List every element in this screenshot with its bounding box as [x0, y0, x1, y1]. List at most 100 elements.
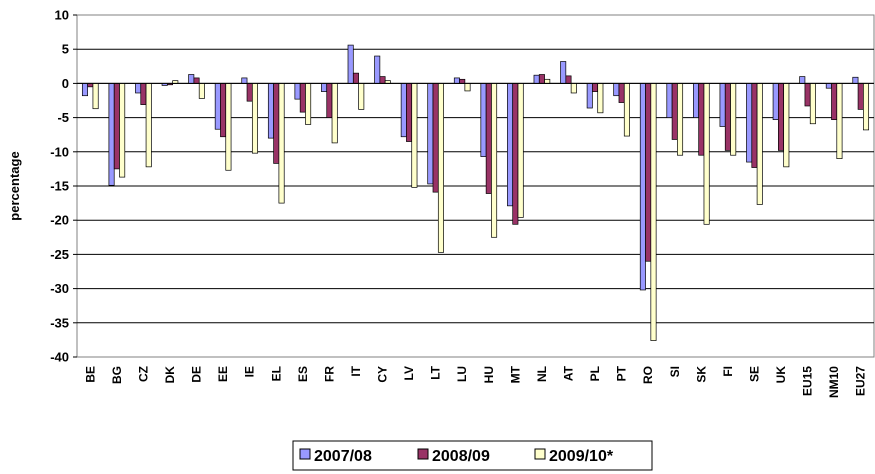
bar-ro-2: [650, 83, 657, 341]
bar-pt-0: [613, 83, 620, 97]
bar-cy-0: [374, 55, 381, 84]
bar-nm10-0: [825, 83, 832, 89]
bar-eu27-2: [863, 83, 870, 131]
bar-pl-2: [597, 83, 604, 114]
bar-ie-0: [241, 77, 248, 84]
bar-fi-2: [730, 83, 737, 156]
bar-lv-2: [411, 83, 418, 188]
bar-ro-0: [639, 83, 646, 291]
y-tick-label: 10: [55, 8, 69, 23]
bar-de-2: [198, 83, 205, 99]
x-tick-label: NM10: [827, 366, 841, 398]
x-tick-label: MT: [508, 365, 522, 383]
bar-hu-1: [485, 83, 492, 194]
bar-be-2: [92, 83, 99, 110]
x-tick-label: PT: [615, 365, 629, 381]
x-tick-label: IT: [349, 365, 363, 376]
bar-nl-1: [538, 74, 545, 84]
bar-fr-2: [331, 83, 338, 144]
y-tick-label: -10: [50, 144, 69, 159]
x-tick-label: NL: [535, 366, 549, 382]
bar-pl-1: [592, 83, 599, 92]
x-tick-label: HU: [482, 366, 496, 383]
y-tick-label: -15: [50, 179, 69, 194]
x-tick-label: FI: [721, 366, 735, 377]
x-tick-label: BG: [110, 366, 124, 384]
bar-se-2: [756, 83, 763, 205]
x-tick-label: SI: [668, 366, 682, 377]
bar-mt-2: [517, 83, 524, 218]
x-tick-label: DK: [163, 366, 177, 384]
bar-se-0: [746, 83, 753, 163]
x-tick-label: CZ: [136, 366, 150, 382]
x-axis-labels: BE BG CZ DK DE EE IE EL ES FR IT CY LV LT LU HU MT NL AT PL…: [83, 365, 867, 398]
bar-uk-0: [772, 83, 779, 121]
x-tick-label: FR: [322, 366, 336, 382]
y-tick-label: 5: [62, 42, 69, 57]
bar-de-0: [188, 74, 195, 84]
bar-lv-0: [400, 83, 407, 138]
bar-hu-0: [480, 83, 487, 157]
bar-lu-2: [464, 83, 471, 92]
bar-nm10-1: [831, 83, 838, 121]
bar-cz-0: [135, 83, 142, 94]
bar-ro-1: [645, 83, 652, 262]
bar-si-1: [671, 83, 678, 140]
bar-bg-0: [108, 83, 115, 186]
bar-lu-0: [453, 77, 460, 84]
legend-swatch: [534, 448, 546, 460]
y-tick-label: -40: [50, 350, 69, 365]
bar-mt-0: [507, 83, 514, 207]
bar-nm10-2: [836, 83, 843, 159]
bar-pl-0: [586, 83, 593, 109]
legend-label: 2007/08: [314, 448, 372, 465]
y-axis-ticks: 10 5 0 -5 -10 -15 -20 -25 -30 -35 -40: [50, 8, 77, 365]
bar-es-0: [294, 83, 301, 100]
bar-nl-2: [544, 78, 551, 84]
legend-label: 2009/10*: [549, 448, 614, 465]
bar-be-1: [87, 83, 94, 88]
bar-si-2: [677, 83, 684, 156]
x-tick-label: AT: [561, 365, 575, 381]
x-tick-label: EE: [216, 366, 230, 382]
x-tick-label: SK: [694, 366, 708, 383]
x-tick-label: LT: [429, 365, 443, 379]
x-tick-label: LV: [402, 366, 416, 380]
bar-cz-1: [140, 83, 147, 105]
y-tick-label: -20: [50, 213, 69, 228]
bar-pt-2: [623, 83, 630, 137]
legend-box: [292, 440, 653, 471]
bar-at-2: [570, 83, 577, 94]
bar-bg-2: [119, 83, 126, 178]
x-tick-label: BE: [83, 366, 97, 383]
bar-mt-1: [512, 83, 519, 225]
bar-fr-1: [326, 83, 333, 118]
bar-es-2: [305, 83, 312, 125]
bar-cy-1: [379, 76, 386, 84]
bar-at-1: [565, 75, 572, 84]
bar-lt-1: [432, 83, 439, 193]
bar-eu15-2: [809, 83, 816, 125]
bar-sk-1: [698, 83, 705, 156]
bar-el-1: [273, 83, 280, 164]
x-tick-label: LU: [455, 366, 469, 382]
bar-fi-1: [724, 83, 731, 151]
bar-de-1: [193, 77, 200, 84]
y-tick-label: -25: [50, 247, 69, 262]
bar-lu-1: [459, 78, 466, 84]
bar-ee-0: [214, 83, 221, 130]
bar-lv-1: [406, 83, 413, 142]
bar-fi-0: [719, 83, 726, 127]
y-tick-label: -5: [57, 110, 69, 125]
bar-sk-0: [693, 83, 700, 118]
bar-eu15-1: [804, 83, 811, 107]
bar-uk-2: [783, 83, 790, 168]
bar-sk-2: [703, 83, 710, 225]
bar-it-0: [347, 44, 354, 84]
bar-ie-1: [246, 83, 253, 102]
legend-label: 2008/09: [432, 448, 490, 465]
x-tick-label: EL: [269, 366, 283, 381]
bar-bg-1: [113, 83, 120, 170]
x-tick-label: SE: [747, 366, 761, 382]
